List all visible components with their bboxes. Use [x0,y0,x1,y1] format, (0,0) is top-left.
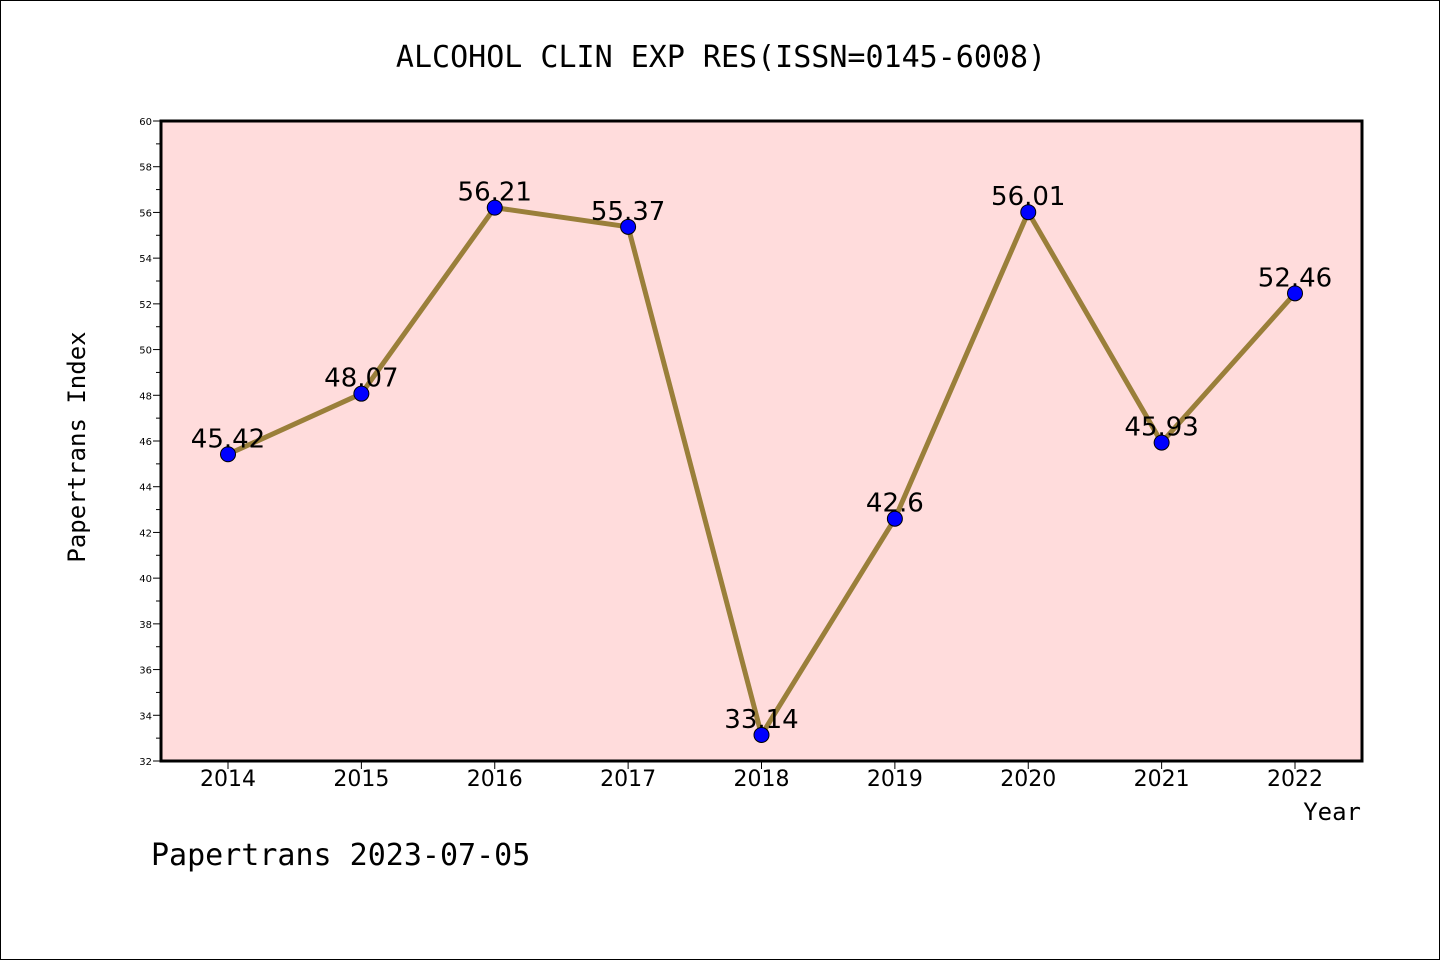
data-label: 55.37 [591,197,665,227]
y-tick-label: 42 [139,528,152,539]
data-point [1020,204,1037,221]
footer-text: Papertrans 2023-07-05 [151,838,530,873]
data-point [486,199,503,216]
data-label: 52.46 [1258,263,1332,293]
x-tick-label: 2020 [1000,767,1056,792]
data-point [353,385,370,402]
data-label: 42.6 [866,489,924,519]
data-point [620,218,637,235]
x-tick-label: 2014 [200,767,256,792]
y-tick-label: 60 [139,117,152,128]
data-label: 45.42 [191,424,265,454]
data-label: 48.07 [324,364,398,394]
y-tick-label: 52 [139,300,152,311]
data-point [886,510,903,527]
series-group: 45.42 48.07 56.21 55.37 33.14 42.6 56.01 45.93 5… [191,178,1332,743]
x-tick-label: 2021 [1134,767,1190,792]
y-tick-label: 32 [139,757,152,768]
y-axis-ticks: 32 34 36 38 40 42 44 46 48 50 52 54 56 58 60 [139,117,161,768]
y-tick-label: 36 [139,666,152,677]
y-tick-label: 48 [139,391,152,402]
x-tick-label: 2017 [600,767,656,792]
x-tick-label: 2016 [467,767,523,792]
data-label: 56.01 [991,182,1065,212]
y-tick-label: 34 [139,711,152,722]
y-tick-label: 54 [139,254,152,265]
x-tick-label: 2019 [867,767,923,792]
y-tick-label: 58 [139,163,152,174]
x-axis-ticks: 2014 2015 2016 2017 2018 2019 2020 2021 2022 [200,761,1323,792]
x-tick-label: 2018 [734,767,790,792]
y-tick-label: 40 [139,574,152,585]
data-label: 56.21 [458,178,532,208]
y-tick-label: 50 [139,346,152,357]
y-tick-label: 56 [139,208,152,219]
chart-title: ALCOHOL CLIN EXP RES(ISSN=0145-6008) [396,40,1046,75]
data-point [1153,434,1170,451]
x-tick-label: 2015 [333,767,389,792]
x-axis-title: Year [1303,798,1361,826]
y-axis-title: Papertrans Index [63,331,91,562]
y-tick-label: 46 [139,437,152,448]
y-tick-label: 44 [139,483,152,494]
x-tick-label: 2022 [1267,767,1323,792]
data-point [220,446,236,463]
data-label: 33.14 [724,705,798,735]
data-label: 45.93 [1124,413,1198,443]
data-point [753,726,770,743]
y-tick-label: 38 [139,620,152,631]
data-point [1287,285,1303,302]
